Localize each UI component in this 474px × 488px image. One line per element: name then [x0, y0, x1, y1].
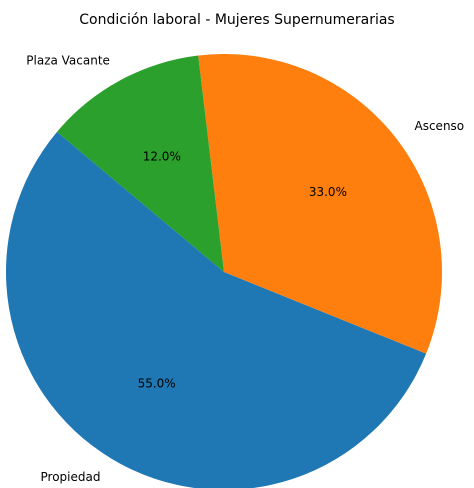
slice-label: Ascenso	[415, 119, 465, 133]
pie-slice	[198, 54, 442, 354]
percent-label: 12.0%	[143, 149, 181, 163]
pie-slice	[6, 131, 427, 488]
chart-title: Condición laboral - Mujeres Supernumerar…	[79, 12, 394, 28]
slice-label: Propiedad	[41, 470, 101, 484]
pie-slice	[57, 55, 224, 272]
percent-label: 55.0%	[138, 377, 176, 391]
percent-label: 33.0%	[309, 185, 347, 199]
slice-label: Plaza Vacante	[26, 54, 110, 68]
